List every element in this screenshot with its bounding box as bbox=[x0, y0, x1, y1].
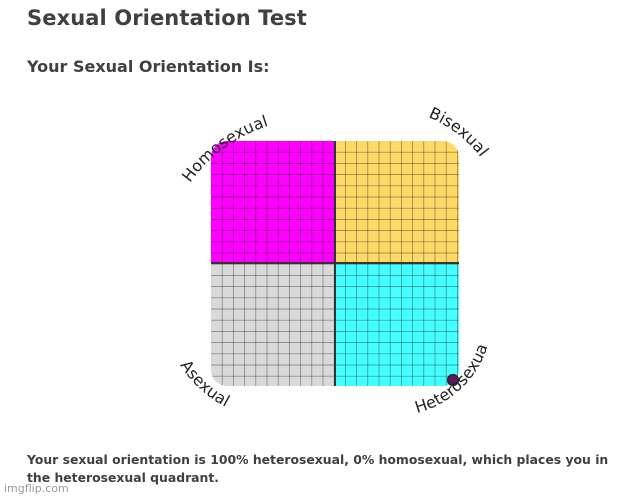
result-point bbox=[446, 373, 460, 387]
quadrant-asexual bbox=[211, 263, 335, 386]
quadrant-homosexual bbox=[211, 141, 335, 263]
result-description: Your sexual orientation is 100% heterose… bbox=[27, 452, 609, 485]
page-title: Sexual Orientation Test bbox=[27, 6, 307, 30]
quadrant-bisexual bbox=[335, 141, 459, 263]
quadrant-heterosexual bbox=[335, 263, 459, 386]
result-heading: Your Sexual Orientation Is: bbox=[27, 57, 270, 76]
watermark: imgflip.com bbox=[4, 482, 69, 495]
